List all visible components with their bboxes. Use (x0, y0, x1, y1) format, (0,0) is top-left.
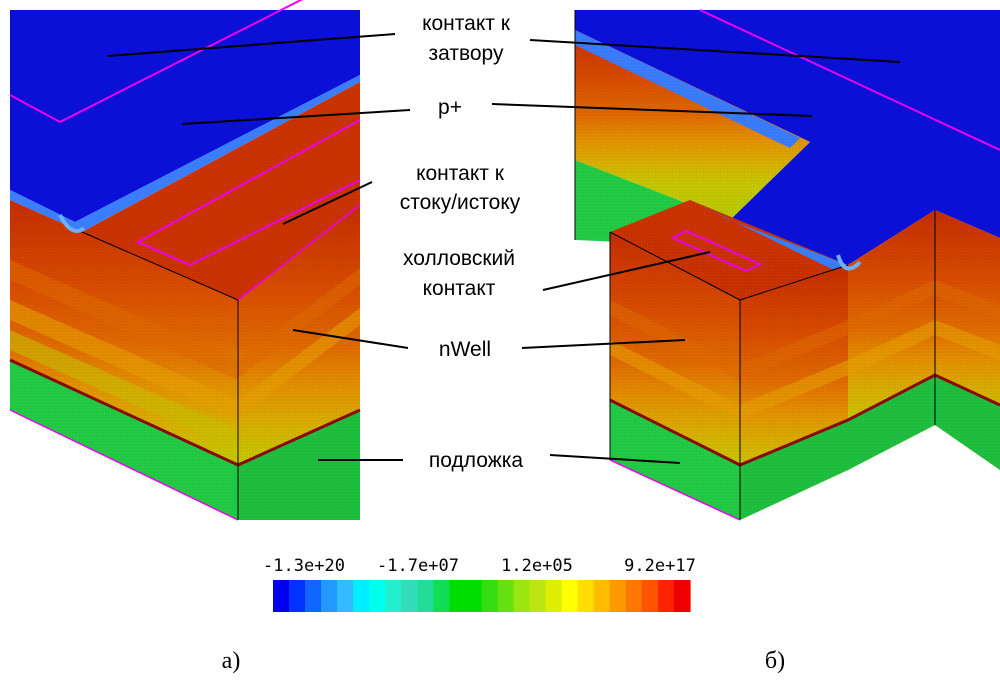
colorbar-cell (593, 580, 611, 612)
label-p-plus: p+ (438, 96, 462, 119)
gate-strip-b (690, 200, 848, 272)
label-drain-source-line1: контакт к (416, 162, 505, 185)
leader-ds (282, 181, 373, 225)
edge-b-top2 (739, 264, 849, 301)
label-substrate: подложка (429, 449, 523, 472)
dots-b-lower (610, 210, 1000, 520)
gate-contact-outline-a2 (9, 94, 61, 123)
colorbar-cell (529, 580, 547, 612)
panel-a (9, 0, 361, 521)
ds-contact-outline-a (135, 119, 361, 267)
colorbar-cell (625, 580, 643, 612)
colorbar-cell (561, 580, 579, 612)
colorbar-tick-3: 1.2e+05 (501, 556, 573, 576)
colorbar-cell (305, 580, 322, 612)
gate-oxide-curve-b (836, 254, 862, 271)
label-gate-contact-line1: контакт к (422, 12, 511, 35)
edge-a-bottom (9, 409, 239, 521)
colorbar-cell (273, 580, 290, 612)
colorbar-cell (401, 580, 418, 612)
annotations: контакт к затвору p+ контакт к стоку/ист… (107, 12, 901, 472)
caption-left: а) (222, 648, 241, 674)
colorbar-tick-1: -1.3e+20 (263, 556, 345, 576)
colorbar-cell (369, 580, 386, 612)
edge-b-bottom (609, 459, 741, 521)
colorbar-cell (497, 580, 515, 612)
colorbar-cell (465, 580, 483, 612)
leader-hall (542, 251, 711, 291)
colorbar-cells (273, 580, 691, 612)
leader-gate-right (529, 39, 901, 63)
gate-region-b (575, 10, 1000, 265)
colorbar-tick-2: -1.7e+07 (377, 556, 459, 576)
gate-oxide-curve-a (58, 214, 86, 233)
leader-nwell-right (521, 339, 686, 349)
gate-region-a (10, 10, 360, 222)
colorbar-cell (609, 580, 627, 612)
leader-sub-right (549, 454, 681, 464)
label-hall-line2: контакт (423, 277, 496, 300)
colorbar-cell (433, 580, 451, 612)
panel-b (574, 9, 1000, 521)
label-drain-source-line2: стоку/истоку (400, 191, 521, 214)
colorbar-cell (577, 580, 595, 612)
gate-contact-outline-a (59, 0, 304, 123)
colorbar-cell (417, 580, 434, 612)
label-hall-line1: холловский (403, 247, 515, 270)
dots-b-upper (575, 30, 810, 240)
label-gate-contact-line2: затвору (428, 42, 504, 65)
edge-a-top-left (81, 231, 239, 301)
leader-p-right (491, 103, 813, 117)
colorbar-cell (353, 580, 370, 612)
label-nwell: nWell (439, 338, 491, 361)
leader-gate-left (107, 33, 396, 57)
edge-b-top (609, 231, 741, 301)
leader-p-left (181, 109, 411, 125)
colorbar-cell (385, 580, 402, 612)
colorbar-cell (641, 580, 659, 612)
gate-contact-outline-b (699, 9, 1000, 151)
colorbar-cell (673, 580, 691, 612)
p-plus-top-a-overlay (82, 82, 360, 300)
colorbar: -1.3e+20 -1.7e+07 1.2e+05 9.2e+17 (263, 556, 696, 612)
colorbar-cell (337, 580, 354, 612)
colorbar-cell (481, 580, 499, 612)
colorbar-tick-4: 9.2e+17 (624, 556, 696, 576)
colorbar-cell (321, 580, 338, 612)
colorbar-cell (449, 580, 467, 612)
colorbar-cell (289, 580, 306, 612)
colorbar-cell (657, 580, 675, 612)
caption-right: б) (765, 648, 785, 674)
colorbar-cell (545, 580, 563, 612)
edge-a-top-right (237, 204, 361, 301)
dots-a (10, 200, 360, 520)
colorbar-cell (513, 580, 531, 612)
leader-nwell-left (292, 329, 409, 349)
